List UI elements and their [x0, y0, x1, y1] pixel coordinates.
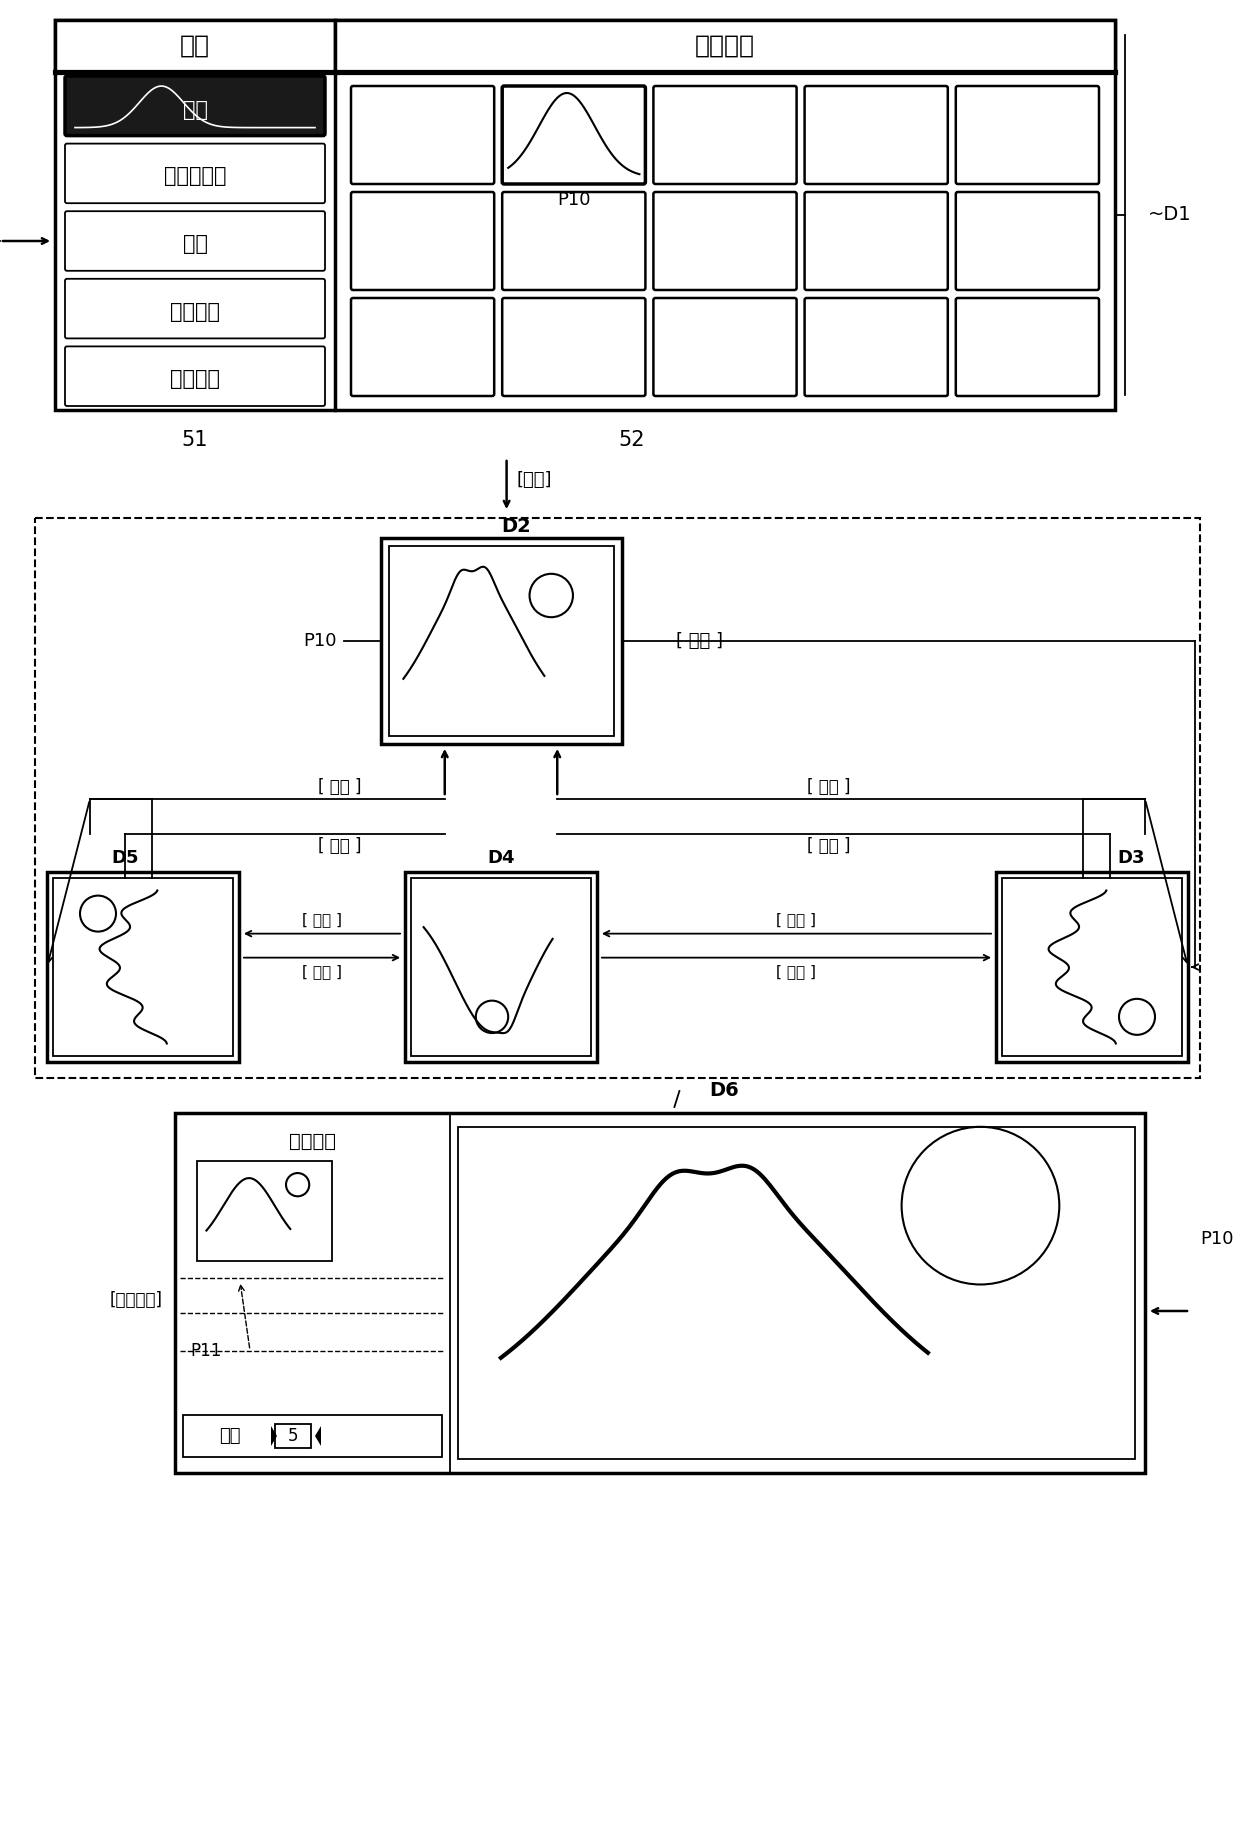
Bar [335, 20, 1115, 71]
FancyBboxPatch shape [64, 346, 325, 407]
FancyBboxPatch shape [956, 192, 1099, 289]
Text: 幻灯片放映: 幻灯片放映 [164, 167, 226, 187]
Text: [ 右旋 ]: [ 右旋 ] [303, 912, 342, 927]
FancyBboxPatch shape [956, 86, 1099, 183]
Text: 张数: 张数 [219, 1427, 241, 1445]
Text: 52: 52 [619, 431, 645, 451]
FancyBboxPatch shape [64, 211, 325, 271]
Polygon shape [272, 1425, 277, 1445]
Bar [55, 20, 1115, 410]
Text: D3: D3 [1117, 848, 1146, 867]
Text: [ 左旋 ]: [ 左旋 ] [776, 964, 816, 978]
Text: D4: D4 [487, 848, 515, 867]
Text: 菜单: 菜单 [180, 35, 210, 59]
Text: 卡片: 卡片 [182, 99, 207, 119]
Bar [197, 1161, 332, 1260]
Text: 51: 51 [182, 431, 208, 451]
Text: 照片索引: 照片索引 [694, 35, 755, 59]
Text: [ 左旋 ]: [ 左旋 ] [807, 779, 851, 795]
Bar [55, 20, 335, 71]
Bar [53, 878, 233, 1055]
Text: P11: P11 [190, 1341, 222, 1359]
Bar [996, 872, 1188, 1063]
Text: [ 左旋 ]: [ 左旋 ] [319, 779, 362, 795]
Bar [47, 872, 239, 1063]
Text: 5: 5 [288, 1427, 299, 1445]
Text: D5: D5 [112, 848, 139, 867]
FancyBboxPatch shape [956, 299, 1099, 396]
FancyBboxPatch shape [502, 299, 645, 396]
Text: 浏览结束: 浏览结束 [170, 370, 219, 388]
Bar [184, 1414, 441, 1456]
Text: P10: P10 [557, 191, 590, 209]
Text: D6: D6 [709, 1081, 739, 1101]
FancyBboxPatch shape [351, 299, 495, 396]
FancyBboxPatch shape [64, 278, 325, 339]
FancyBboxPatch shape [351, 86, 495, 183]
FancyBboxPatch shape [653, 86, 796, 183]
Text: [印刷执行]: [印刷执行] [110, 1292, 162, 1310]
Bar [1002, 878, 1182, 1055]
Bar [175, 1114, 1145, 1473]
Text: 印刷设定: 印刷设定 [289, 1132, 336, 1150]
Bar [35, 518, 1200, 1077]
Bar [275, 1423, 311, 1447]
Polygon shape [315, 1425, 321, 1445]
FancyBboxPatch shape [64, 75, 325, 136]
Bar [410, 878, 591, 1055]
FancyBboxPatch shape [805, 86, 947, 183]
Text: [ 右旋 ]: [ 右旋 ] [319, 837, 362, 856]
FancyBboxPatch shape [351, 192, 495, 289]
Text: D2: D2 [501, 517, 531, 535]
Text: ~D1: ~D1 [1148, 205, 1192, 225]
Text: [ 打印 ]: [ 打印 ] [677, 632, 723, 650]
Text: [ 右旋 ]: [ 右旋 ] [776, 912, 816, 927]
Bar [381, 539, 621, 744]
Bar [405, 872, 596, 1063]
FancyBboxPatch shape [805, 192, 947, 289]
FancyBboxPatch shape [502, 86, 645, 183]
FancyBboxPatch shape [805, 299, 947, 396]
Text: [ 左旋 ]: [ 左旋 ] [303, 964, 342, 978]
FancyBboxPatch shape [653, 192, 796, 289]
Text: [进入]: [进入] [517, 471, 552, 489]
Text: P10: P10 [1200, 1229, 1234, 1248]
Text: [ 右旋 ]: [ 右旋 ] [807, 837, 851, 856]
Bar [388, 546, 614, 736]
FancyBboxPatch shape [653, 299, 796, 396]
Text: 打印监视: 打印监视 [170, 302, 219, 322]
Text: 储存: 储存 [182, 234, 207, 255]
FancyBboxPatch shape [502, 192, 645, 289]
Text: P10: P10 [303, 632, 336, 650]
FancyBboxPatch shape [64, 143, 325, 203]
Bar [458, 1127, 1135, 1458]
